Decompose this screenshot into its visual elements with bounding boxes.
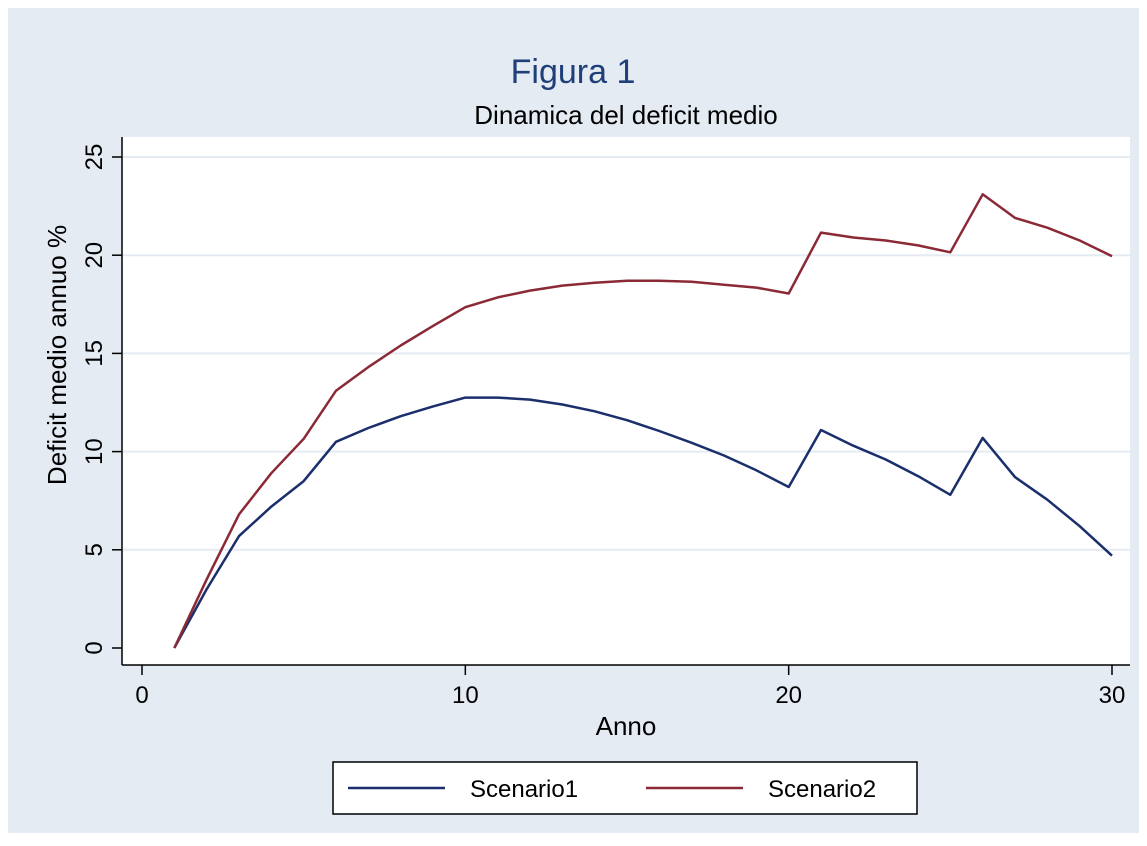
legend: Scenario1 Scenario2 xyxy=(348,776,876,803)
x-axis-ticks: 0 10 20 30 xyxy=(135,665,1125,709)
series-line-2 xyxy=(173,193,1113,649)
y-tick-label: 0 xyxy=(81,641,108,654)
chart-subtitle: Dinamica del deficit medio xyxy=(474,100,777,130)
x-tick-label: 10 xyxy=(452,682,479,709)
y-tick-label: 25 xyxy=(81,144,108,171)
x-axis-label: Anno xyxy=(596,711,657,741)
x-tick-label: 20 xyxy=(775,682,802,709)
y-axis-label: Deficit medio annuo % xyxy=(42,225,72,485)
series-line-1 xyxy=(173,396,1113,649)
y-axis-ticks: 0 5 10 15 20 25 xyxy=(81,144,122,655)
y-tick-label: 10 xyxy=(81,438,108,465)
legend-label-2: Scenario2 xyxy=(768,776,876,803)
series-lines xyxy=(173,193,1113,649)
y-tick-label: 20 xyxy=(81,242,108,269)
legend-label-1: Scenario1 xyxy=(470,776,578,803)
x-tick-label: 0 xyxy=(135,682,148,709)
x-tick-label: 30 xyxy=(1099,682,1126,709)
y-tick-label: 5 xyxy=(81,543,108,556)
y-tick-label: 15 xyxy=(81,340,108,367)
chart-title: Figura 1 xyxy=(511,53,636,91)
plot-area xyxy=(122,137,1130,665)
